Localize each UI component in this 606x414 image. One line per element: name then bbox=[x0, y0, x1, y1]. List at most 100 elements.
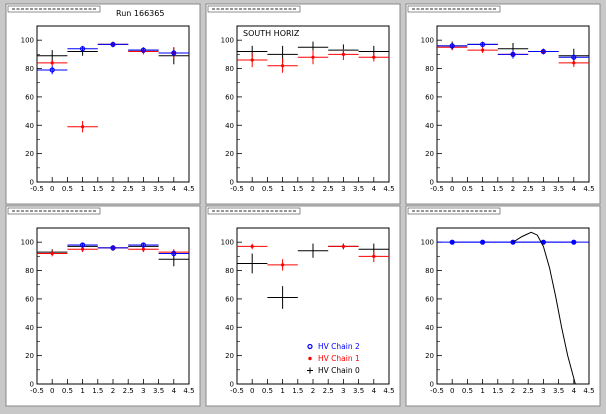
y-tick-label: 60 bbox=[425, 93, 434, 101]
marker-star bbox=[281, 64, 285, 68]
pad-frame bbox=[5, 3, 201, 205]
x-tick-label: 2 bbox=[511, 185, 515, 193]
data-point-chain2 bbox=[128, 242, 159, 248]
marker-circle bbox=[79, 242, 86, 248]
data-point-chain1 bbox=[37, 250, 68, 257]
x-tick-label: 2.5 bbox=[123, 185, 134, 193]
x-tick-label: 0 bbox=[50, 387, 54, 395]
line-marker bbox=[480, 240, 485, 244]
y-tick-label: 40 bbox=[425, 324, 434, 332]
data-point-chain2 bbox=[67, 45, 98, 52]
marker-star bbox=[250, 58, 254, 62]
marker-star bbox=[50, 61, 54, 65]
data-point-chain1 bbox=[358, 250, 389, 263]
marker-circle bbox=[110, 41, 116, 48]
y-tick-label: 20 bbox=[425, 352, 434, 360]
x-tick-label: 2.5 bbox=[323, 185, 334, 193]
data-point-chain2 bbox=[467, 41, 498, 48]
y-tick-label: 0 bbox=[30, 381, 34, 389]
data-point-chain1 bbox=[237, 243, 268, 250]
x-tick-label: 4.5 bbox=[183, 387, 194, 395]
x-tick-label: 0 bbox=[250, 185, 254, 193]
y-tick-label: 80 bbox=[425, 267, 434, 275]
x-tick-label: 4 bbox=[372, 185, 377, 193]
marker-star bbox=[372, 254, 376, 258]
run-label: Run 166365 bbox=[116, 9, 164, 18]
fit-curve bbox=[512, 231, 576, 385]
data-point-chain2 bbox=[558, 54, 589, 61]
x-tick-label: 1 bbox=[480, 387, 484, 395]
x-tick-label: 4.5 bbox=[383, 387, 394, 395]
x-tick-label: -0.5 bbox=[230, 185, 244, 193]
data-point-chain1 bbox=[37, 60, 68, 66]
y-tick-label: 40 bbox=[225, 324, 234, 332]
y-tick-label: 60 bbox=[225, 295, 234, 303]
pad-frame bbox=[405, 205, 601, 407]
x-tick-label: 0.5 bbox=[462, 387, 473, 395]
x-tick-label: 2 bbox=[311, 387, 315, 395]
data-point-chain1 bbox=[67, 121, 98, 133]
x-tick-label: 4 bbox=[372, 387, 377, 395]
y-tick-label: 40 bbox=[225, 122, 234, 130]
data-point-chain2 bbox=[97, 41, 129, 48]
x-tick-label: -0.5 bbox=[30, 387, 44, 395]
data-point-chain0 bbox=[297, 243, 329, 258]
marker-circle bbox=[171, 50, 177, 56]
y-tick-label: 80 bbox=[25, 267, 34, 275]
marker-circle bbox=[140, 242, 146, 248]
data-point-chain1 bbox=[467, 47, 498, 53]
x-tick-label: 4 bbox=[572, 185, 577, 193]
y-tick-label: 100 bbox=[221, 239, 234, 247]
x-tick-label: 0.5 bbox=[62, 387, 73, 395]
y-tick-label: 20 bbox=[225, 352, 234, 360]
x-tick-label: 3.5 bbox=[353, 387, 364, 395]
data-point-chain2 bbox=[497, 50, 529, 59]
y-tick-label: 80 bbox=[25, 65, 34, 73]
marker-star bbox=[481, 48, 485, 52]
marker-circle bbox=[510, 51, 516, 57]
marker-star bbox=[81, 247, 85, 251]
marker-circle bbox=[540, 48, 546, 55]
marker-star bbox=[81, 125, 85, 129]
x-tick-label: -0.5 bbox=[430, 185, 444, 193]
data-point-chain2 bbox=[158, 50, 189, 56]
marker-circle bbox=[171, 250, 177, 257]
data-point-chain0 bbox=[267, 286, 298, 309]
pad-frame bbox=[405, 3, 601, 205]
x-tick-label: -0.5 bbox=[30, 185, 44, 193]
legend-label: HV Chain 0 bbox=[318, 366, 360, 375]
x-tick-label: 1.5 bbox=[92, 387, 103, 395]
x-tick-label: 4 bbox=[172, 387, 177, 395]
y-tick-label: 40 bbox=[25, 122, 34, 130]
x-tick-label: 3.5 bbox=[353, 185, 364, 193]
x-tick-label: 1 bbox=[80, 185, 84, 193]
x-tick-label: 0 bbox=[50, 185, 54, 193]
x-tick-label: 3 bbox=[141, 185, 145, 193]
y-tick-label: 0 bbox=[430, 179, 434, 187]
y-tick-label: 20 bbox=[25, 150, 34, 158]
x-tick-label: 3 bbox=[141, 387, 145, 395]
marker-star bbox=[141, 247, 145, 251]
y-tick-label: 60 bbox=[425, 295, 434, 303]
data-point-chain1 bbox=[267, 259, 298, 271]
y-tick-label: 60 bbox=[225, 93, 234, 101]
x-tick-label: 1.5 bbox=[292, 185, 303, 193]
marker-circle bbox=[49, 67, 55, 73]
x-tick-label: 1 bbox=[280, 185, 284, 193]
x-tick-label: 2.5 bbox=[123, 387, 134, 395]
line-marker bbox=[450, 240, 454, 244]
x-tick-label: 0 bbox=[450, 387, 454, 395]
x-tick-label: 4.5 bbox=[383, 185, 394, 193]
y-tick-label: 100 bbox=[421, 37, 434, 45]
data-point-chain2 bbox=[437, 43, 468, 49]
y-tick-label: 80 bbox=[225, 267, 234, 275]
y-tick-label: 0 bbox=[230, 179, 234, 187]
data-point-chain1 bbox=[267, 58, 298, 73]
x-tick-label: 3.5 bbox=[153, 185, 164, 193]
legend-marker-star bbox=[308, 356, 312, 361]
data-point-chain1 bbox=[297, 50, 329, 65]
